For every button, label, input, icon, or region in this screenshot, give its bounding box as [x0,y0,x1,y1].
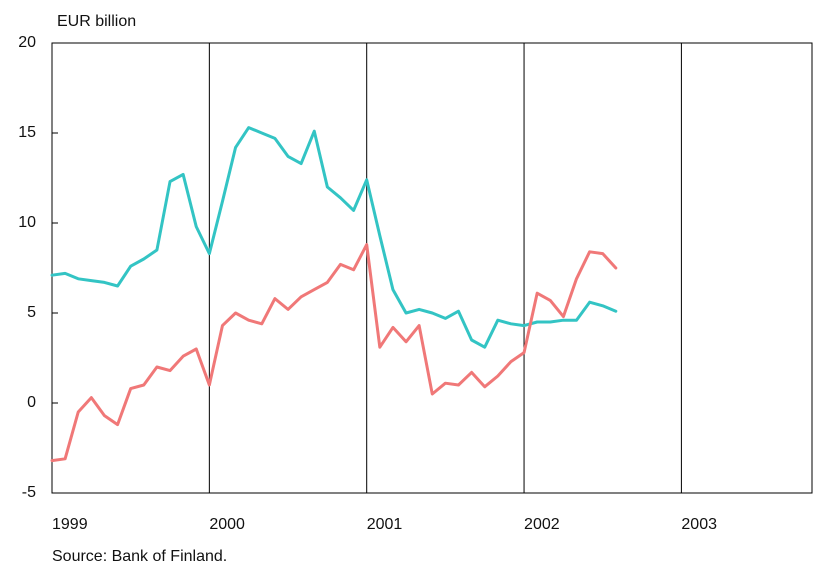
data-line [50,243,618,463]
x-tick-label: 2002 [524,516,560,533]
y-tick-label: 10 [18,214,36,231]
x-tick-label: 2000 [209,516,245,533]
data-line [50,126,618,349]
source-note: Source: Bank of Finland. [52,548,227,565]
y-tick-label: 20 [18,34,36,51]
plot-frame [51,42,813,494]
y-tick-label: -5 [22,484,36,501]
y-axis-label: EUR billion [57,13,136,30]
x-tick-label: 2003 [681,516,717,533]
y-tick-label: 0 [27,394,36,411]
y-tick-label: 15 [18,124,36,141]
x-tick-label: 2001 [367,516,403,533]
x-tick-label: 1999 [52,516,88,533]
y-tick-label: 5 [27,304,36,321]
